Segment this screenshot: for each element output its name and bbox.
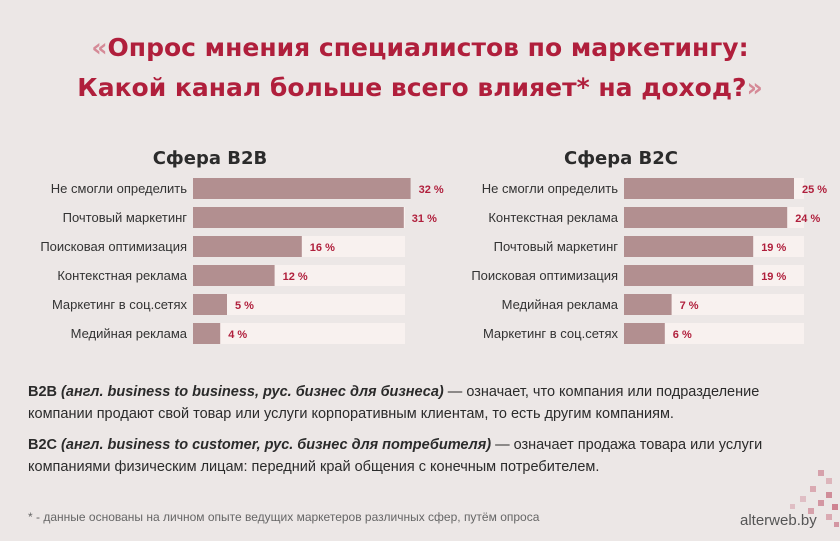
b2c-category-label: Не смогли определить <box>482 181 618 196</box>
b2b-category-label: Маркетинг в соц.сетях <box>52 297 188 312</box>
b2b-value-label: 5 % <box>235 300 254 312</box>
definition-b2c: B2C (англ. business to customer, рус. би… <box>28 437 763 475</box>
title-line-1: «Опрос мнения специалистов по маркетингу… <box>91 33 749 62</box>
b2b-value-label: 31 % <box>412 213 437 225</box>
chart-b2b-svg: Не смогли определить 32 % Почтовый маркети… <box>40 178 444 344</box>
footnote: * - данные основаны на личном опыте веду… <box>28 510 540 524</box>
b2c-bar <box>624 294 672 315</box>
b2c-bar <box>624 323 665 344</box>
title-line-2: Какой канал больше всего влияет* на дохо… <box>77 73 763 102</box>
definition-b2b: B2B (англ. business to business, рус. би… <box>28 384 760 422</box>
b2b-bar <box>193 207 404 228</box>
b2b-row-bg <box>193 294 405 315</box>
b2c-row-bg <box>624 323 804 344</box>
chart-b2c-title: Сфера B2C <box>563 148 679 169</box>
b2c-category-label: Поисковая оптимизация <box>471 268 618 283</box>
b2b-bar <box>193 265 275 286</box>
b2b-value-label: 32 % <box>419 184 444 196</box>
b2b-bar <box>193 178 411 199</box>
page-title: «Опрос мнения специалистов по маркетингу… <box>0 28 840 108</box>
b2b-value-label: 12 % <box>283 271 308 283</box>
b2c-value-label: 25 % <box>802 184 827 196</box>
chart-b2b-title: Сфера B2B <box>152 148 268 169</box>
chart-b2c: Сфера B2C Не смогли определить 25 % Контек… <box>451 148 840 358</box>
b2c-value-label: 19 % <box>761 271 786 283</box>
b2b-value-label: 4 % <box>228 329 247 341</box>
b2c-value-label: 6 % <box>673 329 692 341</box>
b2b-row-bg <box>193 323 405 344</box>
chart-b2c-svg: Не смогли определить 25 % Контекстная рекл… <box>471 178 827 344</box>
b2c-bar <box>624 265 754 286</box>
b2b-category-label: Не смогли определить <box>51 181 187 196</box>
close-quote: » <box>746 73 763 102</box>
b2b-category-label: Поисковая оптимизация <box>40 239 187 254</box>
b2c-value-label: 7 % <box>680 300 699 312</box>
b2b-category-label: Контекстная реклама <box>57 268 187 283</box>
b2c-bar <box>624 207 788 228</box>
b2b-bar <box>193 323 221 344</box>
b2b-category-label: Почтовый маркетинг <box>63 210 188 225</box>
b2c-category-label: Почтовый маркетинг <box>494 239 619 254</box>
b2b-bar <box>193 294 227 315</box>
b2c-value-label: 19 % <box>761 242 786 254</box>
brand-link[interactable]: alterweb.by <box>740 512 817 529</box>
b2c-bar <box>624 236 754 257</box>
b2c-category-label: Контекстная реклама <box>488 210 618 225</box>
open-quote: « <box>91 33 108 62</box>
chart-b2b: Сфера B2B Не смогли определить 32 % Почтов… <box>20 148 444 358</box>
b2c-bar <box>624 178 794 199</box>
b2c-value-label: 24 % <box>795 213 820 225</box>
b2c-category-label: Медийная реклама <box>502 297 619 312</box>
b2b-category-label: Медийная реклама <box>71 326 188 341</box>
b2b-bar <box>193 236 302 257</box>
b2c-category-label: Маркетинг в соц.сетях <box>483 326 619 341</box>
b2b-value-label: 16 % <box>310 242 335 254</box>
